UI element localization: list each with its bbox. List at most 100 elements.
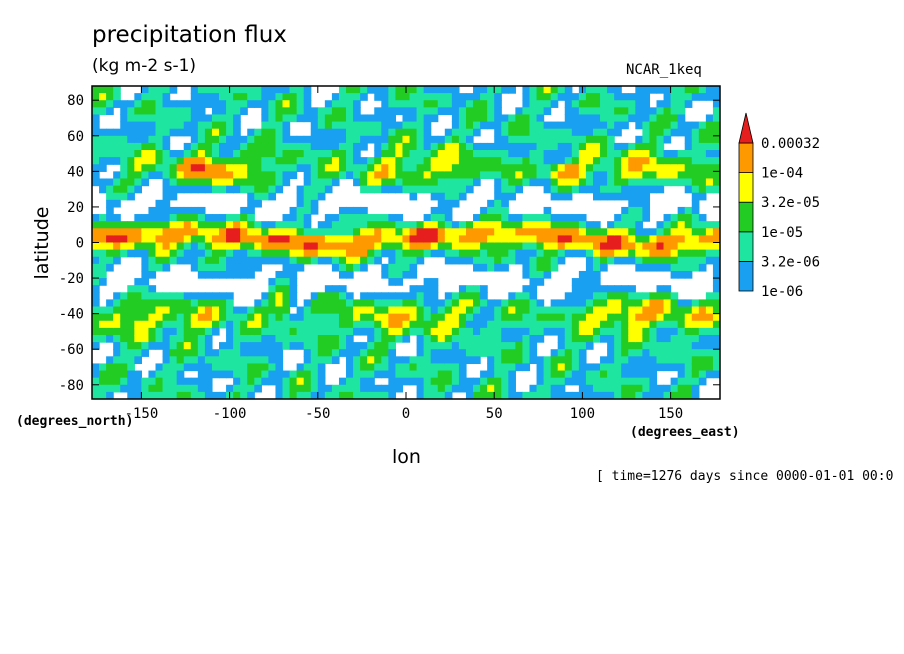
colorbar-label: 0.00032 (761, 136, 820, 152)
field-cell (353, 370, 361, 379)
field-cell (134, 157, 142, 165)
field-cell (374, 384, 382, 393)
field-cell (550, 256, 559, 265)
field-cell (600, 86, 608, 94)
field-cell (663, 349, 672, 357)
field-cell (353, 214, 361, 222)
field-cell (430, 164, 439, 172)
field-cell (712, 327, 720, 336)
field-cell (282, 228, 291, 236)
field-cell (388, 185, 397, 194)
field-cell (677, 313, 686, 322)
field-cell (134, 93, 142, 101)
field-cell (642, 342, 651, 350)
field-cell (494, 327, 502, 336)
field-cell (155, 157, 164, 165)
field-cell (465, 327, 474, 336)
field-cell (698, 349, 707, 357)
field-cell (317, 142, 326, 151)
field-cell (515, 150, 524, 158)
field-cell (451, 299, 460, 308)
field-cell (176, 356, 185, 365)
field-cell (557, 256, 566, 265)
field-cell (592, 278, 601, 286)
field-cell (578, 370, 587, 379)
field-cell (381, 86, 389, 94)
field-cell (296, 150, 305, 158)
field-cell (197, 356, 206, 365)
field-cell (451, 342, 460, 350)
field-cell (381, 214, 389, 222)
field-cell (621, 370, 629, 379)
field-cell (607, 114, 615, 123)
field-cell (465, 93, 474, 101)
field-cell (148, 107, 157, 116)
field-cell (317, 363, 326, 372)
field-cell (578, 135, 587, 144)
field-cell (353, 384, 361, 393)
field-cell (501, 157, 509, 165)
field-cell (261, 164, 270, 172)
field-cell (176, 206, 185, 215)
field-cell (92, 327, 100, 336)
field-cell (543, 221, 552, 229)
field-cell (92, 363, 100, 372)
field-cell (543, 391, 552, 399)
field-cell (698, 313, 707, 322)
field-cell (303, 107, 312, 116)
field-cell (211, 100, 220, 108)
field-cell (254, 242, 262, 251)
field-cell (169, 334, 178, 343)
field-cell (162, 157, 171, 165)
field-cell (204, 356, 213, 365)
field-cell (585, 121, 594, 130)
field-cell (148, 242, 157, 251)
field-cell (92, 171, 100, 180)
field-cell (536, 356, 545, 365)
field-cell (628, 327, 636, 336)
field-cell (670, 306, 679, 315)
field-cell (437, 384, 446, 393)
field-cell (607, 185, 615, 194)
y-tick-label: 60 (67, 129, 84, 145)
field-cell (240, 327, 248, 336)
field-cell (148, 206, 157, 215)
field-cell (564, 150, 573, 158)
field-cell (465, 306, 474, 315)
field-cell (331, 121, 340, 130)
field-cell (155, 121, 164, 130)
field-cell (409, 313, 418, 322)
field-cell (416, 86, 425, 94)
field-cell (92, 157, 100, 165)
field-cell (360, 370, 368, 379)
field-cell (219, 86, 227, 94)
field-cell (240, 363, 248, 372)
field-cell (649, 242, 658, 251)
field-cell (388, 334, 397, 343)
field-cell (254, 349, 262, 357)
field-cell (430, 278, 439, 286)
field-cell (162, 391, 171, 399)
field-cell (360, 135, 368, 144)
field-cell (451, 121, 460, 130)
field-cell (219, 270, 227, 279)
field-cell (190, 349, 199, 357)
field-cell (176, 235, 185, 244)
field-cell (134, 384, 142, 393)
field-cell (268, 164, 277, 172)
field-cell (155, 292, 164, 301)
field-cell (183, 256, 192, 265)
field-cell (614, 384, 622, 393)
field-cell (684, 93, 693, 101)
field-cell (338, 171, 347, 180)
field-cell (197, 235, 206, 244)
field-cell (684, 349, 693, 357)
field-cell (712, 107, 720, 116)
field-cell (360, 121, 368, 130)
field-cell (120, 384, 128, 393)
field-cell (473, 299, 481, 308)
field-cell (677, 256, 686, 265)
field-cell (473, 242, 481, 251)
field-cell (176, 157, 185, 165)
field-cell (416, 249, 425, 258)
